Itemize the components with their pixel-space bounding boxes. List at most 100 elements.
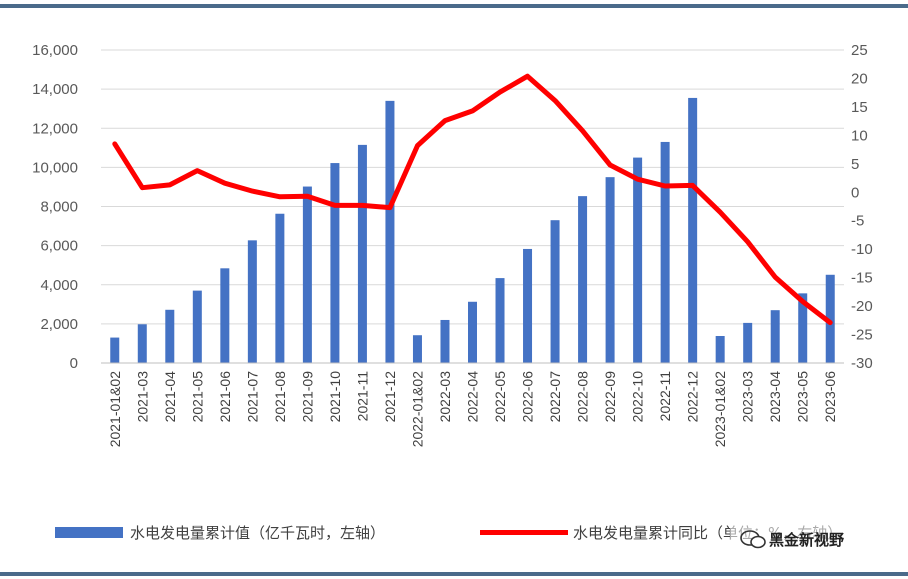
x-axis-tick-label: 2021-05	[189, 371, 205, 423]
x-axis-tick-label: 2022-09	[602, 371, 618, 423]
x-axis-tick-label: 2023-04	[767, 371, 783, 423]
right-axis-tick-label: 5	[851, 156, 859, 173]
line-point	[718, 210, 722, 214]
right-axis-tick-label: 10	[851, 127, 868, 144]
bar	[385, 100, 395, 364]
bar	[578, 196, 588, 363]
bar	[660, 141, 670, 363]
bar	[440, 319, 450, 363]
bar	[605, 177, 615, 363]
x-axis-tick-label: 2022-07	[547, 371, 563, 423]
x-axis-tick-label: 2023-03	[740, 371, 756, 423]
x-axis-tick-label: 2021-07	[244, 371, 260, 423]
line-point	[581, 129, 585, 133]
bar	[412, 335, 422, 363]
bar	[825, 274, 835, 363]
bar	[468, 301, 477, 363]
x-axis-tick-label: 2023-06	[822, 371, 838, 423]
x-axis-tick-label: 2022-05	[492, 371, 508, 423]
bar	[798, 293, 808, 363]
x-axis-tick-label: 2022-04	[465, 371, 481, 423]
wechat-icon	[740, 530, 766, 549]
x-axis-tick-label: 2021-01&02	[107, 371, 123, 448]
bar	[770, 310, 780, 363]
x-axis-tick-label: 2022-10	[630, 371, 646, 423]
bar	[688, 97, 698, 363]
line-point	[443, 119, 447, 123]
left-axis-ticks: 0 2,000 4,000 6,000 8,000 10,000 12,000 14,000 1…	[32, 42, 78, 372]
legend: 水电发电量累计值（亿千瓦时，左轴） 水电发电量累计同比（单位：%，右轴）	[55, 524, 842, 542]
left-axis-tick-label: 12,000	[32, 120, 78, 137]
x-axis-tick-label: 2021-09	[299, 371, 315, 423]
left-axis-tick-label: 16,000	[32, 42, 78, 59]
right-axis-tick-label: 15	[851, 99, 868, 116]
bar	[743, 322, 753, 363]
line-point	[140, 186, 144, 190]
bar	[495, 278, 505, 363]
bar	[523, 248, 533, 363]
x-axis-tick-label: 2021-03	[134, 371, 150, 423]
right-axis-tick-label: -25	[851, 327, 873, 344]
bar	[633, 157, 643, 363]
bar	[220, 268, 230, 363]
watermark-text: 黑金新视野	[769, 531, 844, 549]
line-point	[195, 169, 199, 173]
bar	[330, 163, 340, 363]
left-axis-tick-label: 0	[70, 355, 78, 372]
x-axis-tick-label: 2022-06	[520, 371, 536, 423]
legend-bar-swatch	[55, 527, 123, 538]
left-axis-tick-label: 2,000	[40, 316, 78, 333]
line-point	[608, 163, 612, 167]
legend-bar-label: 水电发电量累计值（亿千瓦时，左轴）	[130, 524, 385, 542]
x-axis-tick-label: 2023-01&02	[712, 371, 728, 448]
line-point	[113, 142, 117, 146]
line-point	[773, 275, 777, 279]
line-point	[553, 99, 557, 103]
left-axis-tick-label: 14,000	[32, 81, 78, 98]
left-axis-tick-label: 8,000	[40, 199, 78, 216]
left-axis-tick-label: 4,000	[40, 277, 78, 294]
right-axis-tick-label: -10	[851, 241, 873, 258]
line-series	[112, 73, 833, 326]
right-axis-tick-label: 0	[851, 184, 859, 201]
x-axis-tick-label: 2022-01&02	[409, 371, 425, 448]
line-point	[691, 183, 695, 187]
bar	[275, 213, 285, 363]
right-axis-tick-label: 25	[851, 42, 868, 59]
right-axis-tick-label: -5	[851, 213, 864, 230]
line-point	[828, 321, 832, 325]
line-point	[278, 195, 282, 199]
line-point	[388, 206, 392, 210]
line-point	[471, 109, 474, 113]
left-axis-tick-label: 10,000	[32, 159, 78, 176]
line-point	[223, 181, 227, 185]
x-axis-tick-label: 2022-08	[575, 371, 591, 423]
x-axis-tick-label: 2021-04	[162, 371, 178, 423]
x-axis-tick-label: 2021-08	[272, 371, 288, 423]
x-axis-tick-label: 2021-11	[354, 371, 370, 422]
right-axis-tick-label: -15	[851, 270, 873, 287]
x-axis-tick-label: 2022-11	[657, 371, 673, 422]
bar	[137, 324, 147, 363]
line-point	[305, 194, 309, 198]
line-point	[526, 74, 530, 78]
left-axis-tick-label: 6,000	[40, 238, 78, 255]
bar	[550, 220, 560, 363]
line-point	[333, 203, 337, 207]
x-axis-tick-label: 2022-03	[437, 371, 453, 423]
bar	[247, 240, 257, 363]
bar	[715, 336, 725, 363]
right-axis-tick-label: 20	[851, 70, 868, 87]
bottom-border	[0, 572, 908, 576]
right-axis-tick-label: -30	[851, 355, 873, 372]
line-point	[415, 144, 419, 148]
x-axis-tick-label: 2022-12	[685, 371, 701, 423]
bar	[302, 186, 312, 363]
bar	[357, 144, 367, 363]
line-point	[250, 189, 254, 193]
right-axis-ticks: -30 -25 -20 -15 -10 -5 0 5 10 15 20 25	[851, 42, 873, 372]
x-axis-tick-label: 2021-06	[217, 371, 233, 423]
line-point	[746, 240, 750, 244]
x-axis-tick-label: 2021-10	[327, 371, 343, 423]
